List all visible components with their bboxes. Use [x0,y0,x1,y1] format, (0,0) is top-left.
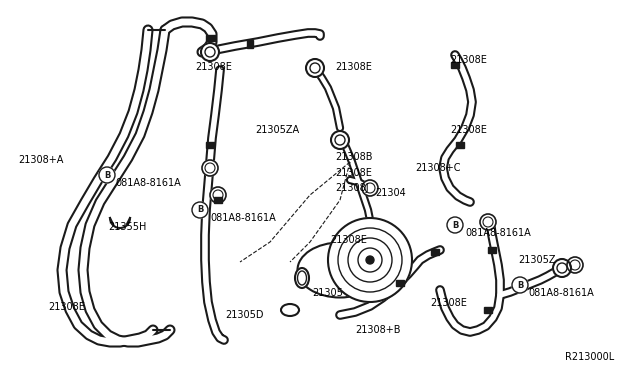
Text: 21308+B: 21308+B [355,325,401,335]
Circle shape [328,218,412,302]
Bar [451,62,459,68]
Bar [484,307,492,313]
Circle shape [512,277,528,293]
Text: 21308E: 21308E [450,55,487,65]
Bar [488,247,496,253]
Circle shape [366,256,374,264]
Text: B: B [197,205,203,215]
Text: 081A8-8161A: 081A8-8161A [210,213,276,223]
Circle shape [358,248,382,272]
Circle shape [306,59,324,77]
Text: 21308E: 21308E [335,62,372,72]
Text: 21308+C: 21308+C [415,163,461,173]
Text: 081A8-8161A: 081A8-8161A [528,288,594,298]
Circle shape [201,43,219,61]
Ellipse shape [295,268,309,288]
Circle shape [192,202,208,218]
Bar [247,40,253,48]
Circle shape [202,160,218,176]
Text: 21308E: 21308E [195,62,232,72]
Text: 21355H: 21355H [108,222,147,232]
Text: 21308B: 21308B [335,152,372,162]
Bar [206,142,214,148]
Bar [396,280,404,286]
Circle shape [331,131,349,149]
Bar [214,197,222,203]
Circle shape [348,238,392,282]
Text: 21305D: 21305D [225,310,264,320]
Text: 21304: 21304 [375,188,406,198]
Circle shape [338,228,402,292]
Text: 21305ZA: 21305ZA [255,125,299,135]
Bar [431,249,439,255]
Text: 081A8-8161A: 081A8-8161A [115,178,180,188]
Text: 21308E: 21308E [48,302,85,312]
Text: 21308E: 21308E [335,168,372,178]
Bar [205,35,214,41]
Circle shape [447,217,463,233]
Text: 21308+A: 21308+A [18,155,63,165]
Text: 21308E: 21308E [430,298,467,308]
Text: B: B [517,280,523,289]
Ellipse shape [298,243,383,298]
Circle shape [480,214,496,230]
Text: B: B [452,221,458,230]
Circle shape [362,180,378,196]
Circle shape [99,167,115,183]
Circle shape [210,187,226,203]
Circle shape [567,257,583,273]
Text: R213000L: R213000L [565,352,614,362]
Bar [456,142,464,148]
Text: 21308E: 21308E [450,125,487,135]
Text: B: B [104,170,110,180]
Text: 21308E: 21308E [330,235,367,245]
Text: 21305Z: 21305Z [518,255,556,265]
Ellipse shape [281,304,299,316]
Text: 21308J: 21308J [335,183,369,193]
Text: 081A8-8161A: 081A8-8161A [465,228,531,238]
Circle shape [553,259,571,277]
Text: 21305: 21305 [312,288,343,298]
